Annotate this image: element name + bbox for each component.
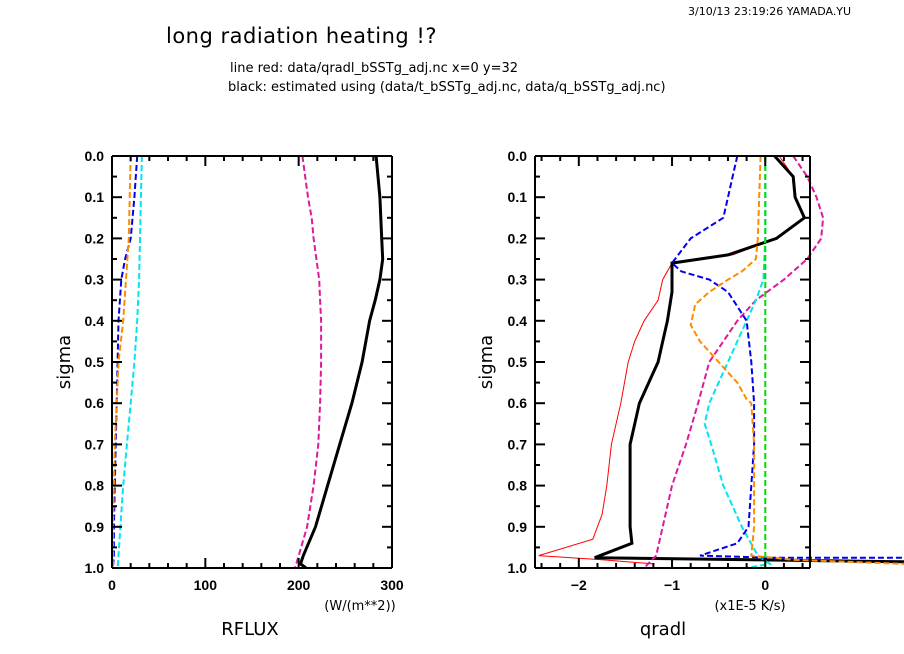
y-tick-label: 0.8 — [508, 478, 528, 494]
y-tick-label: 0.0 — [508, 148, 528, 164]
x-tick-label: 300 — [380, 577, 404, 593]
series-line-black-solid — [594, 154, 904, 564]
y-tick-label: 0.9 — [85, 519, 105, 535]
y-tick-label: 0.3 — [508, 272, 528, 288]
y-tick-label: 0.9 — [508, 519, 528, 535]
page-title: long radiation heating !? — [166, 24, 437, 48]
subtitle-line-black: black: estimated using (data/t_bSSTg_adj… — [228, 80, 666, 95]
series-group — [111, 155, 385, 570]
y-tick-label: 0.6 — [85, 395, 105, 411]
y-tick-label: 0.4 — [85, 313, 105, 329]
y-tick-label: 0.0 — [85, 148, 105, 164]
x-tick-label: 0 — [108, 577, 116, 593]
series-line-orange-dashed — [111, 155, 132, 568]
y-axis-label: sigma — [54, 335, 75, 389]
series-line-black-solid — [298, 155, 385, 570]
x-tick-label: −1 — [664, 577, 680, 593]
y-tick-label: 1.0 — [85, 560, 105, 576]
series-line-blue-dashed — [670, 155, 904, 559]
qradl-panel: 0.0 0.1 0.2 0.3 0.4 0.5 0.6 0.7 0.8 0.9 1.0 −2 −1 0 si… — [476, 148, 904, 640]
y-axis-label: sigma — [476, 335, 497, 389]
x-tick-label: 0 — [761, 577, 769, 593]
x-tick-label: −2 — [571, 577, 587, 593]
y-tick-label: 0.2 — [508, 230, 528, 246]
series-line-cyan-dashed — [116, 155, 143, 569]
y-tick-label: 0.7 — [85, 436, 105, 452]
y-tick-label: 0.1 — [508, 189, 528, 205]
series-group — [538, 154, 904, 569]
series-line-magenta-dashed — [293, 155, 323, 569]
x-axis-title: RFLUX — [221, 619, 279, 640]
subtitle-line-red: line red: data/qradl_bSSTg_adj.nc x=0 y=… — [230, 61, 519, 76]
series-line-cyan-dashed — [703, 156, 773, 569]
rflux-panel: 0.0 0.1 0.2 0.3 0.4 0.5 0.6 0.7 0.8 0.9 1.00 100 200… — [54, 148, 404, 640]
y-tick-label: 0.4 — [508, 313, 528, 329]
x-tick-label: 200 — [287, 577, 311, 593]
y-tick-label: 0.2 — [85, 230, 105, 246]
y-tick-label: 0.5 — [85, 354, 105, 370]
y-tick-label: 1.0 — [508, 560, 528, 576]
y-tick-label: 0.6 — [508, 395, 528, 411]
y-tick-label: 0.8 — [85, 478, 105, 494]
x-tick-label: 100 — [194, 577, 218, 593]
x-units-label: (W/(m**2)) — [324, 599, 395, 614]
y-tick-label: 0.3 — [85, 272, 105, 288]
series-line-magenta-dashed — [643, 155, 825, 569]
timestamp-user: 3/10/13 23:19:26 YAMADA.YU — [688, 5, 852, 18]
y-tick-label: 0.1 — [85, 189, 105, 205]
x-axis-title: qradl — [640, 619, 686, 640]
series-line-orange-dashed — [689, 155, 904, 565]
y-tick-label: 0.5 — [508, 354, 528, 370]
x-units-label: (x1E-5 K/s) — [714, 599, 785, 614]
y-tick-label: 0.7 — [508, 436, 528, 452]
